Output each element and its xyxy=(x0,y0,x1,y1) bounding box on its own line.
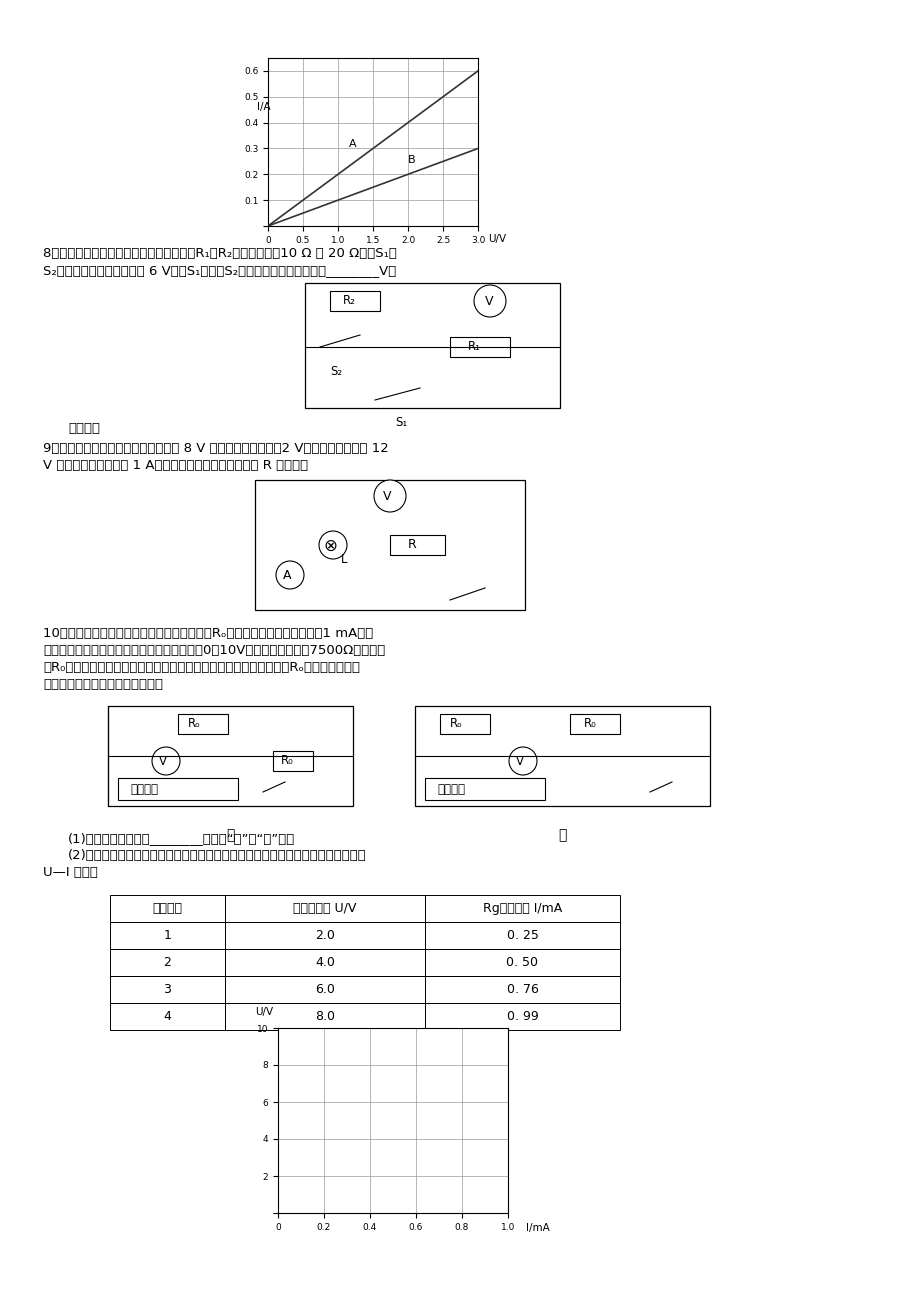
Text: (2)选用了正确的电路后，得到下表中的四组数据，请根据表中数据在坐标纸上作出: (2)选用了正确的电路后，得到下表中的四组数据，请根据表中数据在坐标纸上作出 xyxy=(68,849,367,862)
Bar xyxy=(570,713,619,734)
Bar xyxy=(225,976,425,1003)
Bar xyxy=(425,1003,619,1030)
Text: V 时，电流表的示数为 1 A，试求灯泡的电阔和定値电阔 R 的阻値。: V 时，电流表的示数为 1 A，试求灯泡的电阔和定値电阔 R 的阻値。 xyxy=(43,460,308,473)
Text: R₁: R₁ xyxy=(468,340,481,353)
Bar xyxy=(330,292,380,311)
Text: 两同学分别设计了如图两个电路：: 两同学分别设计了如图两个电路： xyxy=(43,678,163,691)
Text: 0. 76: 0. 76 xyxy=(506,983,538,996)
Text: 6.0: 6.0 xyxy=(314,983,335,996)
Text: I/A: I/A xyxy=(256,102,270,112)
Circle shape xyxy=(152,747,180,775)
Text: 1: 1 xyxy=(164,930,171,943)
Bar xyxy=(110,1003,225,1030)
Text: 2: 2 xyxy=(164,956,171,969)
Text: B: B xyxy=(407,155,415,164)
Text: L: L xyxy=(341,553,347,566)
Text: U—I 图像：: U—I 图像： xyxy=(43,866,97,879)
Circle shape xyxy=(374,480,405,512)
Text: 値约为几百欧。另外还提供以下器材：量程为0～10V的电压表、阻値为7500Ω的定値电: 値约为几百欧。另外还提供以下器材：量程为0～10V的电压表、阻値为7500Ω的定… xyxy=(43,644,385,658)
Text: 2.0: 2.0 xyxy=(314,930,335,943)
Bar xyxy=(425,894,619,922)
Bar xyxy=(425,976,619,1003)
Text: 3: 3 xyxy=(164,983,171,996)
Bar xyxy=(225,1003,425,1030)
Text: S₁: S₁ xyxy=(394,417,407,428)
Text: V: V xyxy=(516,755,524,768)
Text: (1)你认为应选用电路________（选填“甲”或“乙”）；: (1)你认为应选用电路________（选填“甲”或“乙”）； xyxy=(68,832,295,845)
Text: 8.0: 8.0 xyxy=(314,1010,335,1023)
Text: Rg显示电流 I/mA: Rg显示电流 I/mA xyxy=(482,902,562,915)
Text: 甲: 甲 xyxy=(225,828,234,842)
Text: R₀: R₀ xyxy=(584,717,596,730)
Text: 电压表示数 U/V: 电压表示数 U/V xyxy=(293,902,357,915)
Text: I/mA: I/mA xyxy=(526,1223,550,1233)
Bar xyxy=(225,949,425,976)
Bar xyxy=(425,779,544,799)
Text: R: R xyxy=(407,538,416,551)
Text: 10．现有一个可以显示通过自身电流的电阔器Rₒ，其允许通过的最大电流为1 mA，阻: 10．现有一个可以显示通过自身电流的电阔器Rₒ，其允许通过的最大电流为1 mA，… xyxy=(43,628,373,641)
Text: 阔R₀、电压可调的电源、开关各一，导线若干。为了测出这一电阔器Rₒ的阻値，甲、乙: 阔R₀、电压可调的电源、开关各一，导线若干。为了测出这一电阔器Rₒ的阻値，甲、乙 xyxy=(43,661,359,674)
Text: R₀: R₀ xyxy=(280,754,293,767)
Bar xyxy=(449,337,509,357)
Bar xyxy=(390,535,445,555)
Text: U/V: U/V xyxy=(255,1006,273,1017)
Text: 实验序号: 实验序号 xyxy=(153,902,182,915)
Bar xyxy=(255,480,525,611)
Circle shape xyxy=(473,285,505,316)
Bar xyxy=(110,922,225,949)
Text: 可调电源: 可调电源 xyxy=(130,783,158,796)
Text: A: A xyxy=(283,569,291,582)
Text: 0. 25: 0. 25 xyxy=(506,930,538,943)
Text: 乙: 乙 xyxy=(557,828,565,842)
Text: Rₒ: Rₒ xyxy=(187,717,200,730)
Text: R₂: R₂ xyxy=(343,294,356,307)
Text: 可调电源: 可调电源 xyxy=(437,783,464,796)
Text: 0. 50: 0. 50 xyxy=(506,956,538,969)
Text: 0. 99: 0. 99 xyxy=(506,1010,538,1023)
Circle shape xyxy=(319,531,346,559)
Text: S₂均闭合时电压表的示数为 6 V，当S₁闭合、S₂断开时，电压表的示数为________V。: S₂均闭合时电压表的示数为 6 V，当S₁闭合、S₂断开时，电压表的示数为___… xyxy=(43,264,396,277)
Bar xyxy=(110,949,225,976)
Circle shape xyxy=(276,561,303,589)
Text: S₂: S₂ xyxy=(330,365,342,378)
Text: A: A xyxy=(348,139,356,150)
Bar xyxy=(439,713,490,734)
Text: 能力提升: 能力提升 xyxy=(68,422,100,435)
Text: ⊗: ⊗ xyxy=(323,536,336,555)
Bar xyxy=(273,751,312,771)
Text: V: V xyxy=(159,755,167,768)
Text: 4.0: 4.0 xyxy=(314,956,335,969)
Bar xyxy=(110,894,225,922)
Text: 9．如图所示的电路中，当电源电压为 8 V 时，电压表的示数为2 V；当电源电压增至 12: 9．如图所示的电路中，当电源电压为 8 V 时，电压表的示数为2 V；当电源电压… xyxy=(43,441,389,454)
Bar xyxy=(110,976,225,1003)
Text: V: V xyxy=(484,296,493,309)
Bar xyxy=(225,894,425,922)
Bar xyxy=(225,922,425,949)
Bar xyxy=(118,779,238,799)
Circle shape xyxy=(508,747,537,775)
Bar xyxy=(425,922,619,949)
Text: 4: 4 xyxy=(164,1010,171,1023)
Bar xyxy=(108,706,353,806)
Bar xyxy=(414,706,709,806)
Text: 8．如图所示电路中，电源两端电压不变，R₁、R₂的阻値分别为10 Ω 和 20 Ω。当S₁、: 8．如图所示电路中，电源两端电压不变，R₁、R₂的阻値分别为10 Ω 和 20 … xyxy=(43,247,396,260)
Text: V: V xyxy=(382,490,391,503)
Bar xyxy=(425,949,619,976)
Text: Rₒ: Rₒ xyxy=(449,717,462,730)
Bar xyxy=(305,283,560,408)
Bar xyxy=(177,713,228,734)
Text: U/V: U/V xyxy=(488,234,506,245)
